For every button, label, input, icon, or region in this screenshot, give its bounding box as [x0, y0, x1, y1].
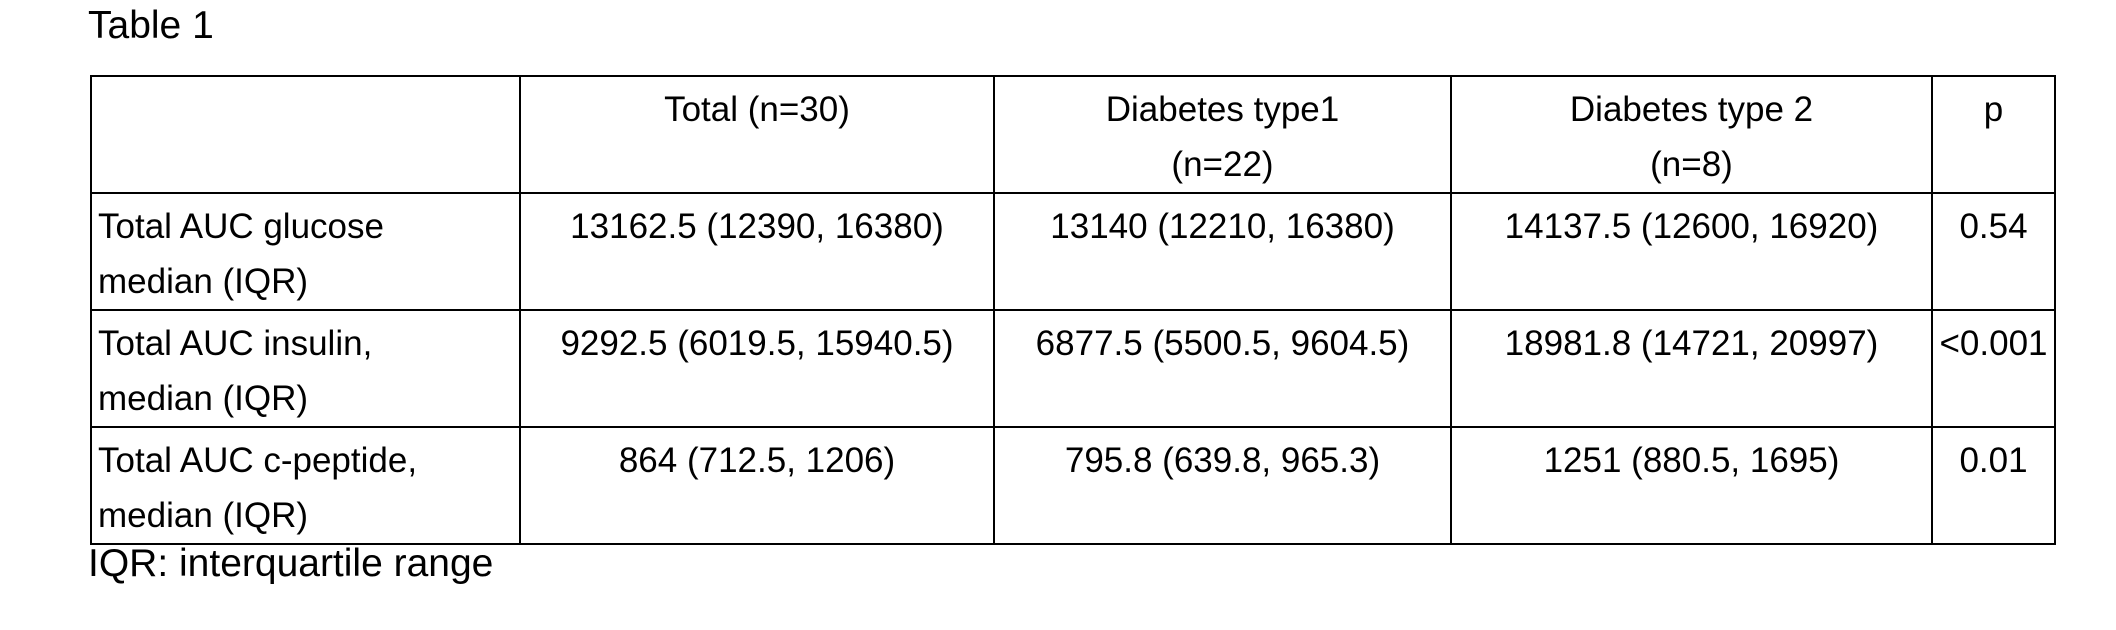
- value-cell-type1: 13140 (12210, 16380): [993, 192, 1452, 311]
- row-label-line: median (IQR): [98, 496, 309, 535]
- row-label-line: Total AUC insulin,: [98, 324, 373, 363]
- header-row: Total (n=30) Diabetes type1 (n=22) Diabe…: [90, 75, 2056, 194]
- value-cell-total: 864 (712.5, 1206): [519, 426, 995, 545]
- value-cell-type1: 6877.5 (5500.5, 9604.5): [993, 309, 1452, 428]
- row-label-line: median (IQR): [98, 379, 309, 418]
- value-cell-p: 0.54: [1931, 192, 2056, 311]
- value-cell-total: 9292.5 (6019.5, 15940.5): [519, 309, 995, 428]
- header-line: (n=8): [1650, 145, 1733, 184]
- header-line: p: [1983, 90, 2004, 129]
- row-label-line: median (IQR): [98, 262, 309, 301]
- header-line: Total (n=30): [664, 90, 850, 129]
- row-label-cell: Total AUC insulin, median (IQR): [90, 309, 521, 428]
- value-cell-type2: 18981.8 (14721, 20997): [1450, 309, 1933, 428]
- value-cell-total: 13162.5 (12390, 16380): [519, 192, 995, 311]
- value-cell-type2: 1251 (880.5, 1695): [1450, 426, 1933, 545]
- table-title: Table 1: [88, 4, 214, 47]
- row-label-cell: Total AUC glucose median (IQR): [90, 192, 521, 311]
- table-row-glucose: Total AUC glucose median (IQR) 13162.5 (…: [90, 192, 2056, 311]
- header-cell-p: p: [1931, 75, 2056, 194]
- table-row-cpeptide: Total AUC c-peptide, median (IQR) 864 (7…: [90, 426, 2056, 545]
- value-cell-type2: 14137.5 (12600, 16920): [1450, 192, 1933, 311]
- header-line: (n=22): [1171, 145, 1274, 184]
- table-row-insulin: Total AUC insulin, median (IQR) 9292.5 (…: [90, 309, 2056, 428]
- header-cell-type1: Diabetes type1 (n=22): [993, 75, 1452, 194]
- row-label-line: Total AUC c-peptide,: [98, 441, 418, 480]
- header-line: Diabetes type 2: [1569, 90, 1814, 129]
- table-footnote: IQR: interquartile range: [88, 542, 494, 585]
- header-line: Diabetes type1: [1105, 90, 1340, 129]
- value-cell-type1: 795.8 (639.8, 965.3): [993, 426, 1452, 545]
- header-cell-rowlabel: [90, 75, 521, 194]
- value-cell-p: <0.001: [1931, 309, 2056, 428]
- header-cell-type2: Diabetes type 2 (n=8): [1450, 75, 1933, 194]
- header-cell-total: Total (n=30): [519, 75, 995, 194]
- row-label-line: Total AUC glucose: [98, 207, 384, 246]
- row-label-cell: Total AUC c-peptide, median (IQR): [90, 426, 521, 545]
- results-table: Total (n=30) Diabetes type1 (n=22) Diabe…: [90, 75, 2056, 545]
- value-cell-p: 0.01: [1931, 426, 2056, 545]
